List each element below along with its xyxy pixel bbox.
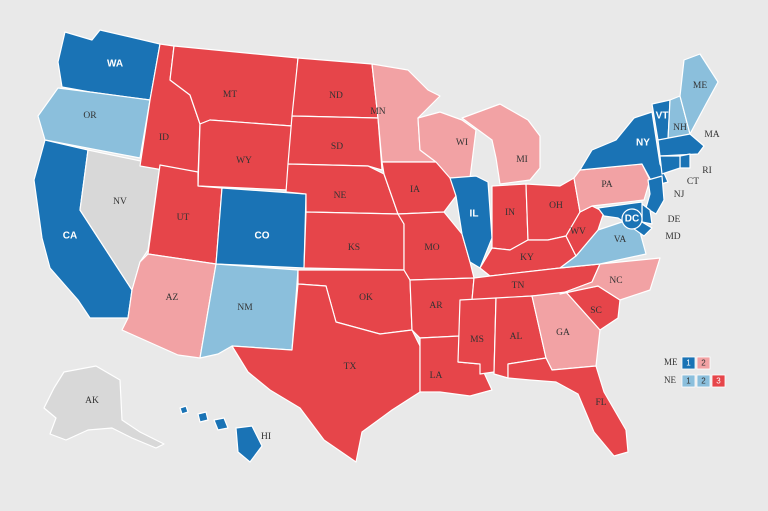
state-NY[interactable]: [579, 111, 669, 187]
state-MS[interactable]: [457, 297, 497, 375]
state-MI[interactable]: [461, 103, 541, 185]
legend-box-ne-1: [681, 374, 696, 388]
state-AK[interactable]: [43, 365, 165, 449]
state-SD[interactable]: [287, 115, 383, 171]
state-TX[interactable]: [231, 283, 421, 463]
state-DC[interactable]: [621, 208, 643, 230]
district-legend: ME 1 2 NE 1 2 3: [664, 356, 726, 388]
state-label-md: MD: [665, 232, 680, 242]
legend-box-ne-2: [696, 374, 711, 388]
legend-box-number-me-2: 2: [701, 359, 706, 368]
state-NC[interactable]: [559, 257, 661, 301]
state-MA[interactable]: [657, 133, 705, 157]
state-label-ma: MA: [704, 130, 719, 140]
state-HI[interactable]: [179, 405, 263, 463]
state-CO[interactable]: [215, 187, 307, 269]
state-label-nj: NJ: [674, 190, 685, 200]
legend-box-me-1: [681, 356, 696, 370]
legend-box-number-ne-1: 1: [686, 377, 691, 386]
state-FL[interactable]: [507, 357, 629, 457]
state-RI[interactable]: [679, 153, 691, 169]
legend-box-number-ne-3: 3: [716, 377, 721, 386]
legend-box-number-ne-2: 2: [701, 377, 706, 386]
state-KS[interactable]: [303, 211, 405, 271]
state-label-de: DE: [668, 215, 681, 225]
legend-row-label-ne: NE: [664, 375, 676, 385]
state-ND[interactable]: [291, 57, 379, 119]
state-NM[interactable]: [199, 263, 299, 359]
legend-box-me-2: [696, 356, 711, 370]
state-label-ct: CT: [687, 177, 699, 187]
state-IN[interactable]: [491, 183, 529, 251]
state-CT[interactable]: [659, 155, 681, 175]
state-WY[interactable]: [197, 119, 293, 191]
legend-box-ne-3: [711, 374, 726, 388]
state-label-hi: HI: [261, 432, 271, 442]
legend-row-label-me: ME: [664, 357, 678, 367]
state-OR[interactable]: [37, 87, 151, 159]
state-NJ[interactable]: [645, 175, 665, 215]
state-label-ri: RI: [702, 166, 712, 176]
legend-box-number-me-1: 1: [686, 359, 691, 368]
